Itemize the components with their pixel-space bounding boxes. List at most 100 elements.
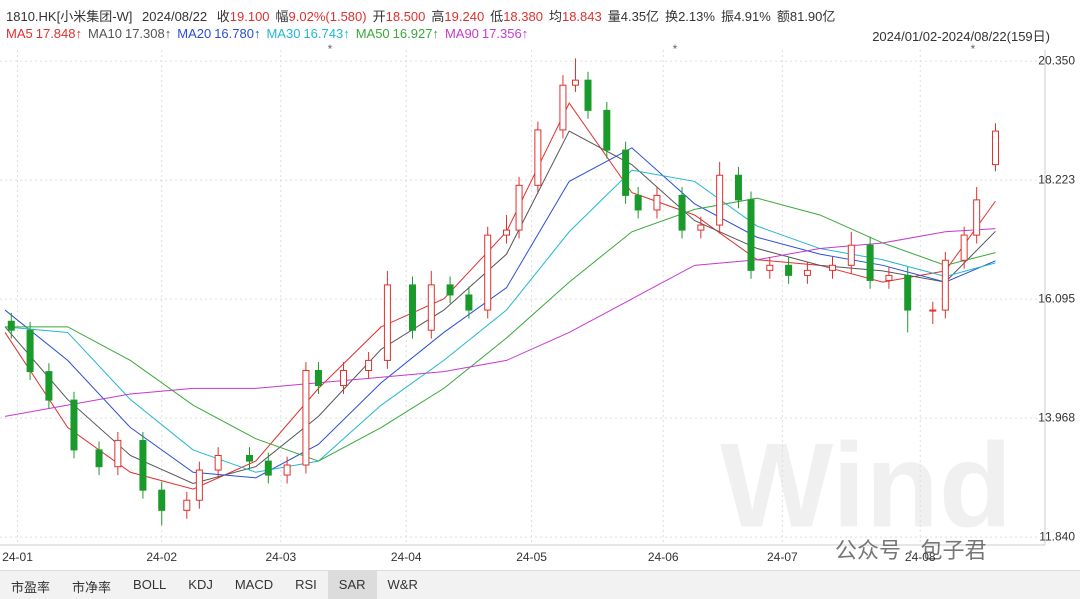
candle-body: [960, 234, 968, 261]
ma-name: MA10: [88, 26, 122, 41]
candle-body: [340, 369, 348, 387]
candle-body: [195, 469, 203, 501]
tab[interactable]: 市净率: [72, 580, 112, 595]
date-range[interactable]: 2024/01/02-2024/08/22(159日): [872, 29, 1050, 44]
ma-line: [4, 228, 996, 417]
ma-name: MA5: [6, 26, 33, 41]
quote-value: 19.240: [444, 9, 485, 24]
ma-value: 17.356↑: [481, 26, 529, 41]
candle-body: [803, 269, 811, 276]
candle-body: [214, 455, 222, 471]
quote-value: 9.02%(1.580): [288, 9, 367, 24]
candle-body: [697, 224, 705, 231]
candle-body: [603, 109, 611, 151]
ma-value: 16.927↑: [392, 26, 439, 41]
candle-body: [847, 244, 855, 266]
ma-line: [4, 169, 996, 473]
quote-label: 振: [720, 9, 734, 24]
candle-body: [785, 264, 793, 276]
candle-body: [245, 455, 253, 462]
candle-body: [383, 284, 391, 361]
quote-label: 换: [665, 9, 679, 24]
candle-body: [183, 499, 191, 511]
x-tick-label: 24-07: [767, 550, 798, 564]
star: *: [971, 42, 976, 56]
x-tick-label: 24-04: [391, 550, 422, 564]
y-tick-label: 11.840: [1039, 529, 1075, 543]
x-tick-label: 24-02: [146, 550, 177, 564]
y-tick-label: 20.350: [1038, 53, 1075, 67]
tab[interactable]: KDJ: [188, 577, 213, 592]
ma-name: MA20: [177, 26, 212, 41]
candle-body: [70, 399, 78, 451]
candle-body: [408, 284, 416, 331]
quote-value: 2.13%: [678, 9, 715, 24]
candle-body: [929, 309, 937, 312]
ma-value: 17.848↑: [35, 26, 82, 41]
quote-value: 4.91%: [733, 9, 771, 24]
quote-label: 高: [431, 9, 445, 24]
quote-value: 81.90亿: [789, 9, 836, 24]
ma-line: [4, 130, 996, 484]
quote-value: 18.500: [385, 9, 426, 24]
quote-label: 开: [372, 9, 386, 24]
tab[interactable]: RSI: [295, 577, 317, 592]
tab[interactable]: SAR: [327, 571, 377, 599]
candle-body: [622, 149, 630, 196]
candle-body: [314, 369, 322, 387]
candle-body: [559, 84, 567, 131]
y-tick-label: 13.968: [1038, 410, 1075, 424]
candle-body: [45, 371, 53, 401]
ma-value: 17.308↑: [124, 26, 172, 41]
candle-body: [584, 79, 592, 111]
candle-body: [571, 79, 579, 86]
code: 1810.HK[小米集团-W]: [6, 9, 133, 24]
candle-body: [7, 320, 15, 331]
date: 2024/08/22: [142, 9, 208, 24]
candle-body: [734, 174, 742, 201]
tab[interactable]: W&R: [387, 577, 418, 592]
candle-body: [766, 264, 774, 271]
candle-body: [446, 284, 454, 296]
candle-body: [885, 274, 893, 281]
candle-body: [302, 369, 310, 466]
x-tick-label: 24-03: [265, 550, 296, 564]
x-tick-label: 24-06: [648, 550, 679, 564]
quote-label: 额: [776, 9, 790, 24]
quote-line: 1810.HK[小米集团-W] 2024/08/22 收19.100 幅9.02%…: [6, 6, 841, 25]
tab[interactable]: 市盈率: [11, 580, 51, 595]
candle-body: [139, 439, 147, 491]
quote-value: 18.843: [561, 9, 602, 24]
ma-name: MA50: [355, 26, 390, 41]
tab[interactable]: MACD: [234, 577, 274, 592]
quote-value: 19.100: [229, 9, 270, 24]
watermark-brand: Wind: [720, 419, 1012, 553]
y-tick-label: 18.223: [1038, 172, 1075, 186]
quote-label: 量: [607, 9, 621, 24]
candle-body: [991, 130, 999, 166]
candle-body: [365, 359, 373, 371]
candle-body: [941, 259, 949, 311]
ma-name: MA30: [266, 26, 301, 41]
candle-body: [904, 274, 912, 311]
ma-value: 16.780↑: [214, 26, 261, 41]
y-tick-label: 16.095: [1038, 291, 1075, 305]
indicator-tabs: 市盈率 市净率 BOLL KDJ MACD RSI SAR W&R: [0, 570, 1080, 599]
x-tick-label: 24-08: [905, 550, 936, 564]
candle-body: [716, 174, 724, 226]
candle-body: [866, 244, 874, 281]
candle-body: [973, 199, 981, 236]
candle-body: [484, 234, 492, 311]
quote-label: 收: [216, 9, 230, 24]
candle-body: [264, 460, 272, 476]
watermark-account: 公众号 · 包子君: [835, 538, 987, 563]
x-tick-label: 24-01: [2, 550, 33, 564]
candle-body: [95, 449, 103, 468]
candle-body: [427, 284, 435, 331]
candle-body: [678, 194, 686, 231]
tab[interactable]: BOLL: [133, 577, 167, 592]
quote-value: 18.380: [503, 9, 543, 24]
star: *: [328, 42, 333, 56]
